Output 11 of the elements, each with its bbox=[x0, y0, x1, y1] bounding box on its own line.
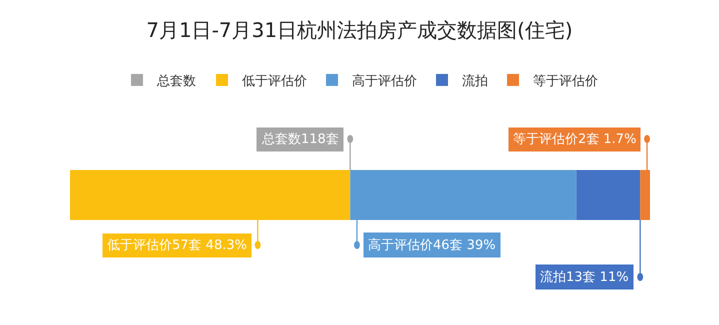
legend-label: 等于评估价 bbox=[533, 74, 598, 90]
legend-label: 高于评估价 bbox=[352, 73, 417, 90]
data-label: 高于评估价46套 39% bbox=[368, 237, 496, 253]
data-label: 低于评估价57套 48.3% bbox=[107, 238, 247, 253]
legend-label: 流拍 bbox=[462, 73, 488, 90]
text: 总套数118套 bbox=[261, 132, 339, 147]
data-label: 流拍13套 11% bbox=[540, 269, 629, 285]
legend-label: 低于评估价 bbox=[242, 74, 307, 90]
legend-label: 总套数 bbox=[156, 74, 196, 90]
chart-title: 7月1日-7月31日杭州法拍房产成交数据图(住宅) bbox=[146, 18, 573, 42]
data-label: 等于评估价2套 1.7% bbox=[513, 132, 636, 147]
